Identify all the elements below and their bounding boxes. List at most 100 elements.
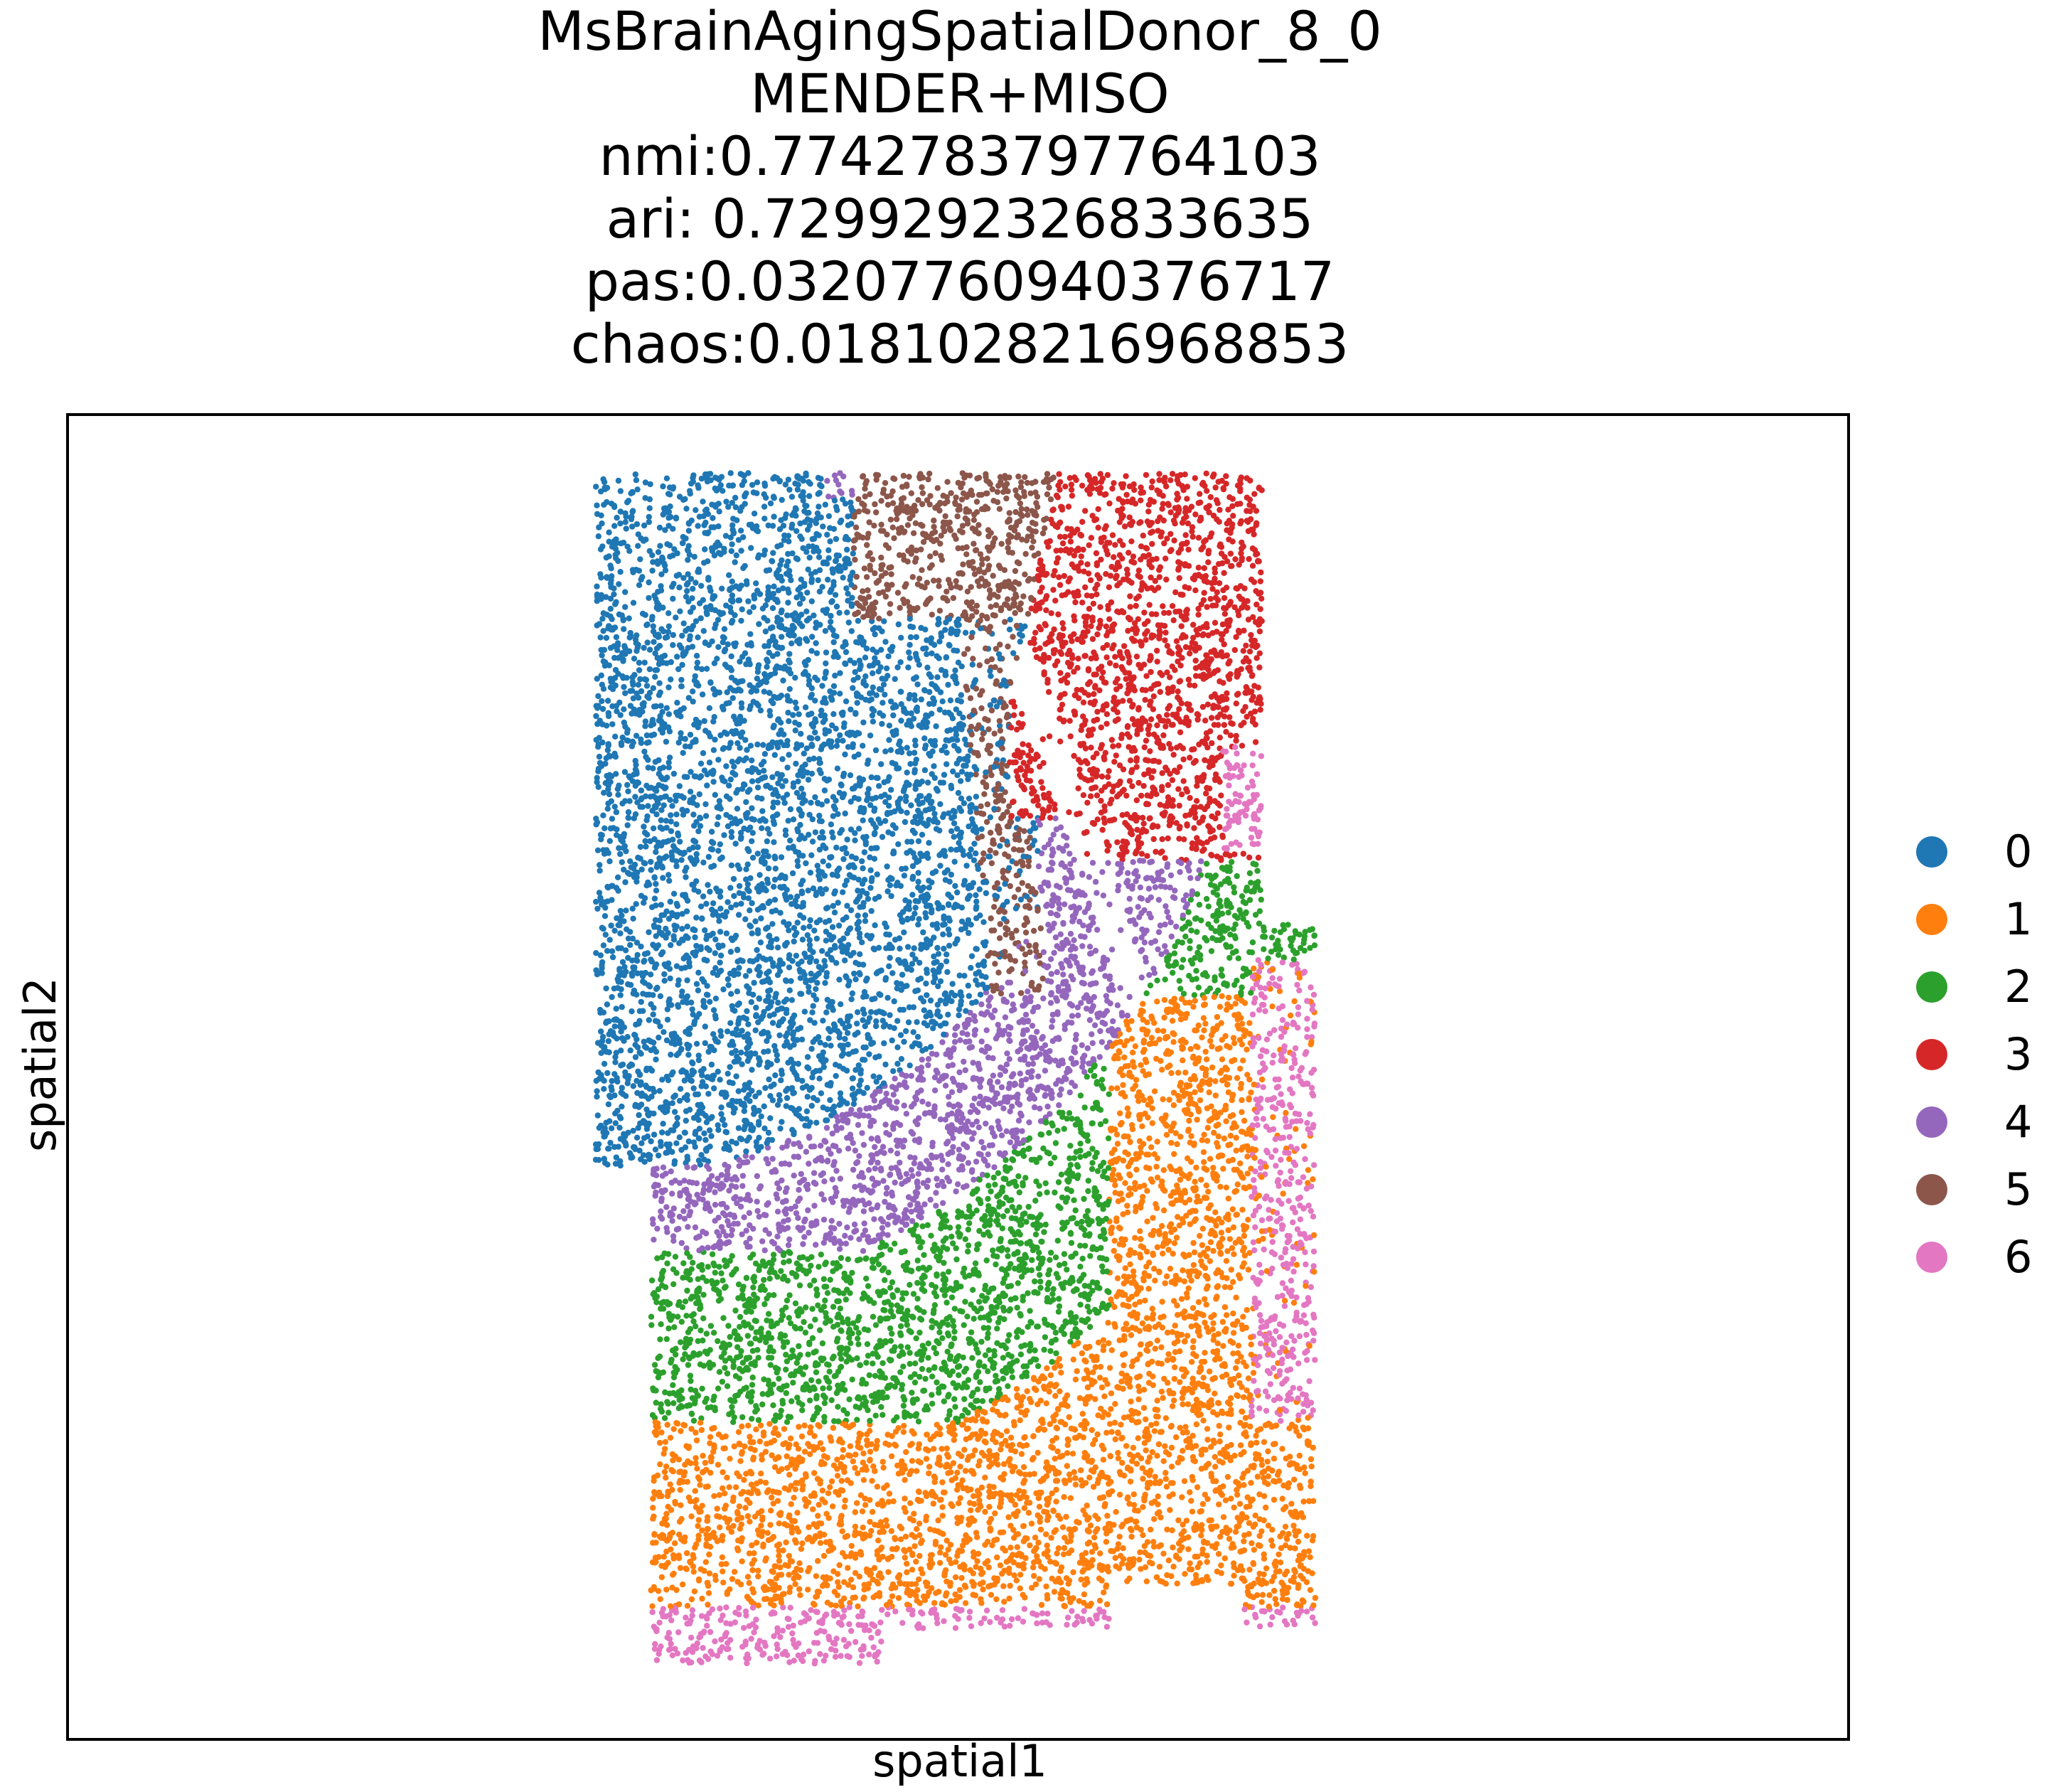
cell-point-cluster-2 [897,1369,904,1375]
cell-point-cluster-0 [798,991,805,997]
cell-point-cluster-0 [695,1057,702,1064]
cell-point-cluster-0 [633,632,640,639]
cell-point-cluster-0 [817,885,824,892]
cell-point-cluster-0 [750,604,757,610]
cell-point-cluster-3 [1205,823,1212,829]
cell-point-cluster-1 [1171,1375,1178,1382]
cell-point-cluster-1 [1212,1209,1219,1216]
cell-point-cluster-0 [860,1006,867,1013]
cell-point-cluster-1 [1260,1235,1266,1242]
cell-point-cluster-0 [948,998,955,1005]
cell-point-cluster-0 [882,748,889,754]
cell-point-cluster-2 [977,1379,983,1385]
cell-point-cluster-0 [906,649,912,656]
cell-point-cluster-2 [1040,1145,1047,1152]
cell-point-cluster-3 [1206,785,1213,792]
cell-point-cluster-5 [1002,619,1008,625]
cell-point-cluster-0 [665,838,672,844]
cell-point-cluster-0 [677,1086,684,1092]
cell-point-cluster-1 [962,1600,969,1606]
cell-point-cluster-0 [644,639,651,646]
cell-point-cluster-3 [1057,738,1064,745]
cell-point-cluster-3 [1048,610,1054,617]
cell-point-cluster-6 [1279,1017,1286,1023]
cell-point-cluster-5 [991,730,998,737]
cell-point-cluster-1 [1108,1406,1114,1412]
cell-point-cluster-0 [695,1116,702,1124]
cell-point-cluster-0 [923,645,929,651]
cell-point-cluster-0 [978,826,985,833]
cell-point-cluster-0 [684,587,690,594]
cell-point-cluster-1 [1074,1368,1080,1375]
cell-point-cluster-2 [1106,1091,1113,1097]
cell-point-cluster-1 [1151,1088,1158,1094]
cell-point-cluster-2 [751,1291,757,1298]
cell-point-cluster-2 [786,1292,793,1298]
cell-point-cluster-0 [867,690,873,697]
cell-point-cluster-4 [1167,919,1174,926]
cell-point-cluster-2 [1068,1239,1075,1247]
cell-point-cluster-0 [948,871,955,878]
cell-point-cluster-1 [939,1513,946,1519]
cell-point-cluster-4 [971,1095,978,1102]
cell-point-cluster-0 [646,1017,652,1023]
cell-point-cluster-1 [678,1428,684,1434]
cell-point-cluster-0 [830,902,837,910]
cell-point-cluster-1 [730,1522,737,1530]
cell-point-cluster-4 [1124,1013,1131,1019]
cell-point-cluster-1 [1007,1545,1014,1551]
cell-point-cluster-1 [1132,1301,1138,1308]
cell-point-cluster-0 [597,488,604,495]
cell-point-cluster-5 [973,498,980,505]
cell-point-cluster-1 [788,1529,796,1536]
cell-point-cluster-1 [1218,1562,1224,1569]
cell-point-cluster-1 [1209,1064,1216,1071]
cell-point-cluster-3 [1131,687,1138,694]
cell-point-cluster-2 [946,1269,952,1275]
cell-point-cluster-0 [618,1047,624,1054]
cell-point-cluster-2 [972,1260,979,1266]
cell-point-cluster-1 [1003,1428,1010,1434]
cell-point-cluster-3 [1212,619,1219,626]
cell-point-cluster-2 [661,1415,668,1422]
cell-point-cluster-0 [818,1090,825,1097]
cell-point-cluster-1 [776,1552,782,1559]
cell-point-cluster-2 [766,1275,773,1282]
cell-point-cluster-0 [724,689,730,695]
cell-point-cluster-4 [712,1189,718,1195]
cell-point-cluster-0 [973,898,980,905]
cell-point-cluster-4 [829,1176,835,1183]
cell-point-cluster-3 [1111,759,1118,765]
cell-point-cluster-0 [776,1092,783,1099]
cell-point-cluster-4 [925,1056,932,1062]
cell-point-cluster-4 [654,1225,661,1232]
cell-point-cluster-0 [812,794,818,801]
cell-point-cluster-0 [886,963,892,970]
cell-point-cluster-1 [1143,1447,1149,1454]
cell-point-cluster-0 [731,763,737,770]
cell-point-cluster-2 [778,1407,784,1414]
cell-point-cluster-1 [1197,1087,1204,1093]
cell-point-cluster-0 [655,549,662,555]
cell-point-cluster-4 [801,1234,808,1240]
cell-point-cluster-0 [705,882,711,888]
cell-point-cluster-0 [754,784,761,791]
cell-point-cluster-1 [1261,1551,1267,1557]
cell-point-cluster-1 [1220,1483,1226,1490]
cell-point-cluster-0 [786,651,793,657]
cell-point-cluster-5 [1037,925,1044,932]
cell-point-cluster-0 [1017,896,1025,903]
cell-point-cluster-0 [765,853,771,860]
cell-point-cluster-1 [657,1461,663,1468]
cell-point-cluster-2 [725,1323,732,1329]
cell-point-cluster-1 [856,1573,863,1580]
cell-point-cluster-6 [717,1617,724,1623]
cell-point-cluster-2 [1028,1267,1035,1274]
cell-point-cluster-2 [770,1381,776,1388]
cell-point-cluster-2 [987,1232,993,1239]
cell-point-cluster-0 [627,629,633,636]
cell-point-cluster-6 [1295,1360,1302,1367]
cell-point-cluster-5 [878,554,884,561]
cell-point-cluster-0 [836,609,843,616]
cell-point-cluster-6 [1304,1348,1310,1355]
